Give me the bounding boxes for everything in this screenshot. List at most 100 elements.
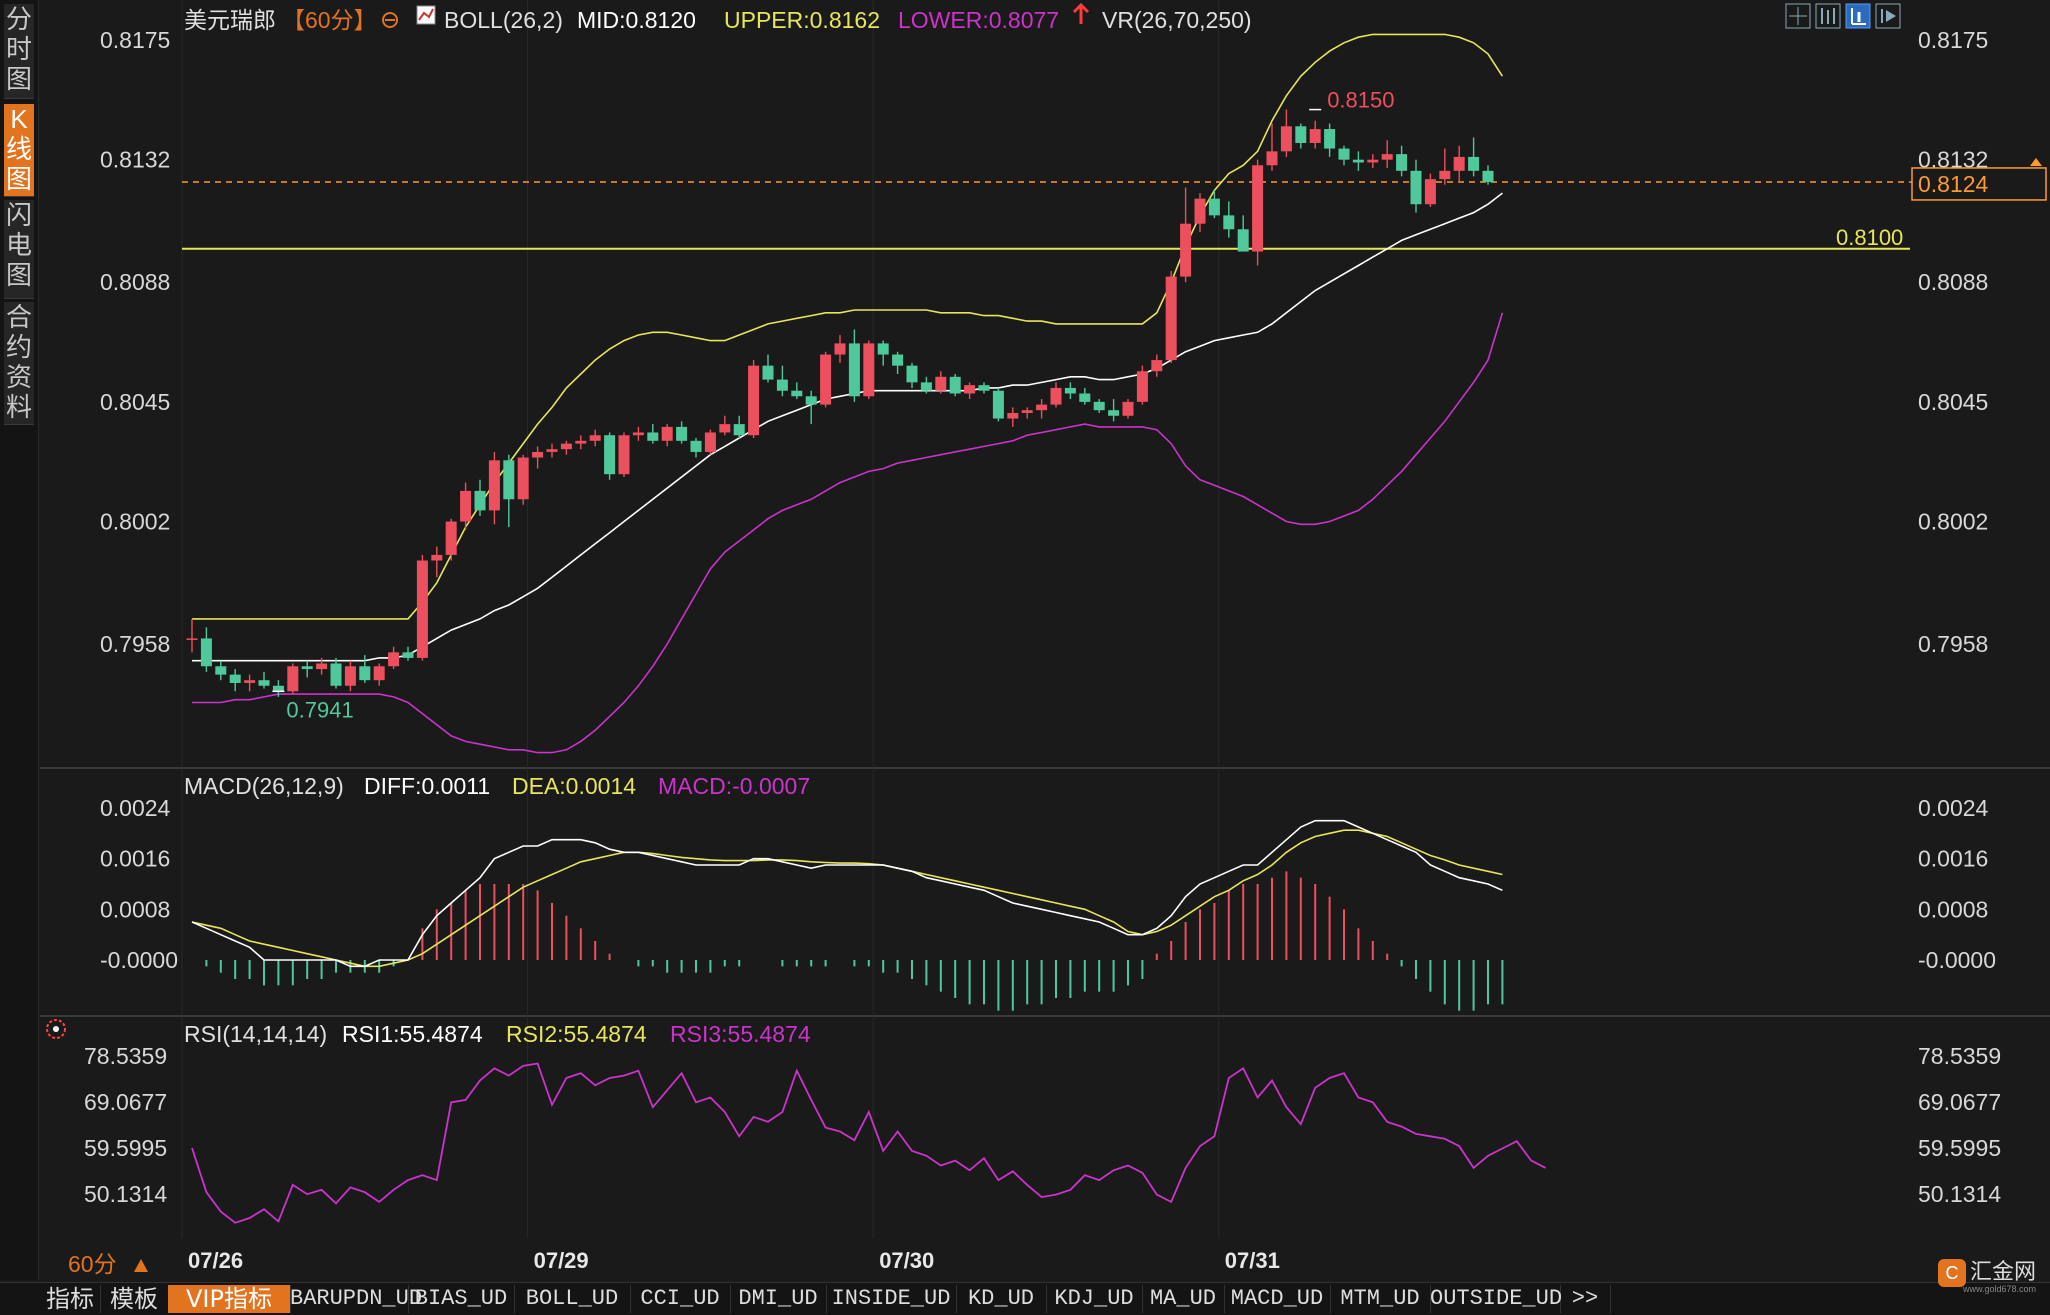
period-label[interactable]: 【60分】 [282,7,377,33]
indicator-tab-outside-ud[interactable]: OUTSIDE_UD [1430,1285,1563,1313]
chart-icon[interactable] [1845,3,1871,29]
candle-body [474,490,486,511]
candle-table-icon[interactable] [1815,3,1841,29]
candle-body [949,376,961,394]
candle-body [604,435,616,475]
indicator-tab-kd-ud[interactable]: KD_UD [956,1285,1047,1313]
candle-body [877,343,889,355]
candle-body [1237,229,1249,252]
candle-body [330,663,342,686]
rsi-right-tick: 78.5359 [1918,1043,2001,1069]
candle-body [1468,156,1480,171]
right-axis-tick: 0.8045 [1918,389,1988,415]
right-axis-tick: 0.8175 [1918,27,1988,53]
candle-body [1367,159,1379,163]
candle-body [560,443,572,450]
candle-body [215,666,227,675]
indicator-tab-ma-ud[interactable]: MA_UD [1142,1285,1225,1313]
boll-indicator-icon[interactable] [416,5,436,25]
header-layer: 美元瑞郎 【60分】 BOLL(26,2) MID:0.8120 UPPER:0… [184,2,1252,33]
rsi-line [191,1062,1547,1224]
candle-body [1180,223,1192,277]
macd-panel [191,819,1504,1011]
indicator-tab-inside-ud[interactable]: INSIDE_UD [826,1285,957,1313]
brand-logo: C 汇金网 www.gold678.com [1937,1254,2036,1294]
rsi-right-tick: 59.5995 [1918,1135,2001,1161]
candle-body [488,460,500,511]
indicator-tab-mtm-ud[interactable]: MTM_UD [1330,1285,1431,1313]
candle-body [1079,393,1091,402]
rsi-left-tick: 69.0677 [84,1089,167,1115]
indicator-tab-macd-ud[interactable]: MACD_UD [1224,1285,1331,1313]
candle-body [431,554,443,561]
crosshair-icon[interactable] [1785,3,1811,29]
candle-body [1324,129,1336,149]
indicator-tab-boll-ud[interactable]: BOLL_UD [514,1285,631,1313]
logo-icon: C [1937,1259,1966,1288]
left-axis-tick: 0.8175 [100,27,170,53]
candle-body [1410,170,1422,205]
candle-body [748,365,760,436]
left-axis-tick: 0.8132 [100,147,170,173]
extreme-value-label: 0.8150 [1327,88,1394,113]
candlestick-panel: 0.8150 0.7941 [182,33,2040,754]
footer-period-label[interactable]: 60分 [68,1251,117,1277]
candle-body [906,365,918,383]
candle-body [1151,360,1163,372]
indicator-tab-bias-ud[interactable]: BIAS_UD [408,1285,515,1313]
candle-body [1381,154,1393,160]
candle-body [316,663,328,670]
indicator-tab-barupdn-ud[interactable]: BARUPDN_UD [290,1285,423,1313]
boll-lower: LOWER:0.8077 [898,7,1059,33]
sidebar-tab-1[interactable]: K 线 图 [4,104,34,197]
sidebar-tab-3[interactable]: 合 约 资 料 [4,302,34,425]
date-label: 07/30 [879,1248,934,1273]
candle-body [719,424,731,433]
price-arrow-icon [2030,157,2042,166]
macd-left-tick: 0.0016 [100,846,170,872]
candle-body [402,652,414,658]
candle-body [848,343,860,397]
sidebar-tab-0[interactable]: 分 时 图 [4,4,34,99]
candle-body [920,382,932,391]
logo-text: 汇金网 [1969,1259,2036,1284]
indicator-tab-cci-ud[interactable]: CCI_UD [630,1285,731,1313]
candle-body [1036,404,1048,411]
candle-body [1453,156,1465,171]
boll-mid: MID:0.8120 [577,7,696,33]
candle-body [200,638,212,667]
indicator-tab--[interactable]: 模板 [100,1285,169,1313]
candle-body [1122,401,1134,416]
indicator-tab-vip-[interactable]: VIP指标 [168,1285,291,1313]
settings-dot-icon[interactable] [46,1019,66,1039]
indicator-tab-dmi-ud[interactable]: DMI_UD [730,1285,827,1313]
candle-body [892,354,904,366]
sidebar-tab-2[interactable]: 闪 电 图 [4,200,34,299]
up-arrow-icon [1072,2,1090,24]
macd-title: MACD(26,12,9) [184,773,344,799]
rsi-left-tick: 78.5359 [84,1043,167,1069]
candle-body [1007,412,1019,419]
macd-diff-legend: DIFF:0.0011 [364,773,490,799]
indicator-tab-bar: 指标 模板 VIP指标 BARUPDN_UD BIAS_UD BOLL_UD CCI_UD D… [0,1282,2050,1315]
boll-lower-line [192,312,1504,754]
indicator-tab--[interactable]: >> [1560,1285,1611,1313]
macd-left-tick: 0.0024 [100,795,171,821]
dea-line [191,829,1503,968]
indicator-tab-kdj-ud[interactable]: KDJ_UD [1046,1285,1143,1313]
boll-mid-line [192,192,1503,662]
rsi3-legend: RSI3:55.4874 [670,1021,811,1047]
rsi2-legend: RSI2:55.4874 [506,1021,647,1047]
candle-body [1223,215,1235,230]
forward-icon[interactable] [1875,3,1901,29]
plus-circle-icon[interactable] [382,12,398,28]
left-axis-tick: 0.8002 [100,509,170,535]
candle-body [359,666,371,681]
candle-body [632,432,644,436]
candle-body [1021,410,1033,413]
macd-right-tick: 0.0016 [1918,846,1988,872]
date-label: 07/26 [188,1248,243,1273]
indicator-tab--[interactable]: 指标 [40,1285,101,1313]
candle-body [1252,165,1264,252]
